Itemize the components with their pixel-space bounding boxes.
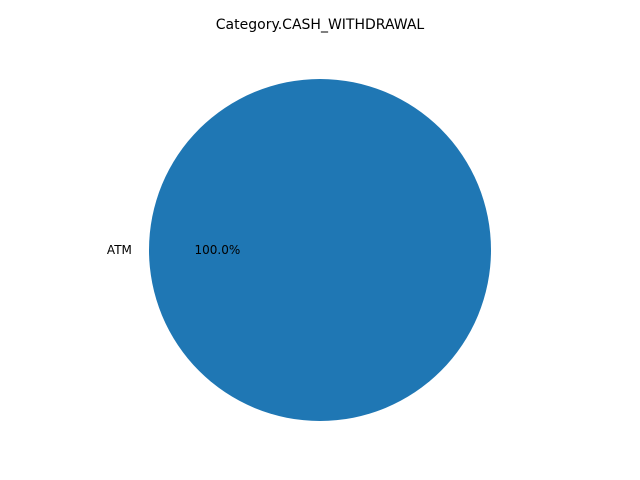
pie-labels: ATM 100.0% (107, 243, 240, 257)
pie-slice-atm (149, 79, 491, 421)
chart-title: Category.CASH_WITHDRAWAL (216, 17, 425, 33)
slice-label: ATM (107, 243, 132, 257)
pie-slices (149, 79, 491, 421)
slice-percent-label: 100.0% (195, 243, 241, 257)
